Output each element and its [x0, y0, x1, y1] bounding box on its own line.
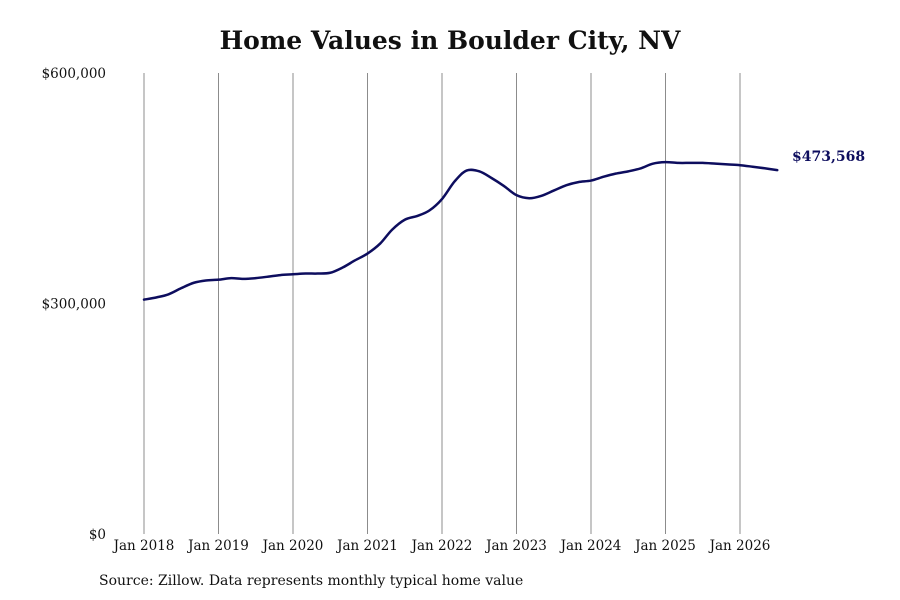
end-label-layer: $473,568 — [792, 149, 865, 165]
home-value-line — [142, 160, 779, 301]
x-tick-label: Jan 2024 — [559, 538, 622, 554]
y-tick-label: $600,000 — [42, 66, 106, 82]
y-tick-label: $0 — [89, 527, 106, 543]
source-note: Source: Zillow. Data represents monthly … — [99, 573, 524, 589]
y-tick-label: $300,000 — [42, 297, 106, 313]
x-tick-label: Jan 2022 — [410, 538, 473, 554]
y-axis-ticks: $600,000 $300,000 $0 — [42, 66, 106, 543]
x-tick-label: Jan 2021 — [335, 538, 398, 554]
x-tick-label: Jan 2018 — [112, 538, 175, 554]
x-tick-label: Jan 2019 — [186, 538, 249, 554]
chart-title: Home Values in Boulder City, NV — [219, 26, 681, 55]
x-tick-label: Jan 2026 — [708, 538, 771, 554]
end-value-label: $473,568 — [792, 149, 865, 165]
x-tick-label: Jan 2023 — [484, 538, 547, 554]
x-axis-ticks: Jan 2018 Jan 2019 Jan 2020 Jan 2021 Jan 2022… — [112, 538, 771, 554]
gridlines — [143, 73, 741, 534]
x-tick-label: Jan 2025 — [633, 538, 696, 554]
series-layer — [142, 160, 779, 301]
x-tick-label: Jan 2020 — [261, 538, 324, 554]
